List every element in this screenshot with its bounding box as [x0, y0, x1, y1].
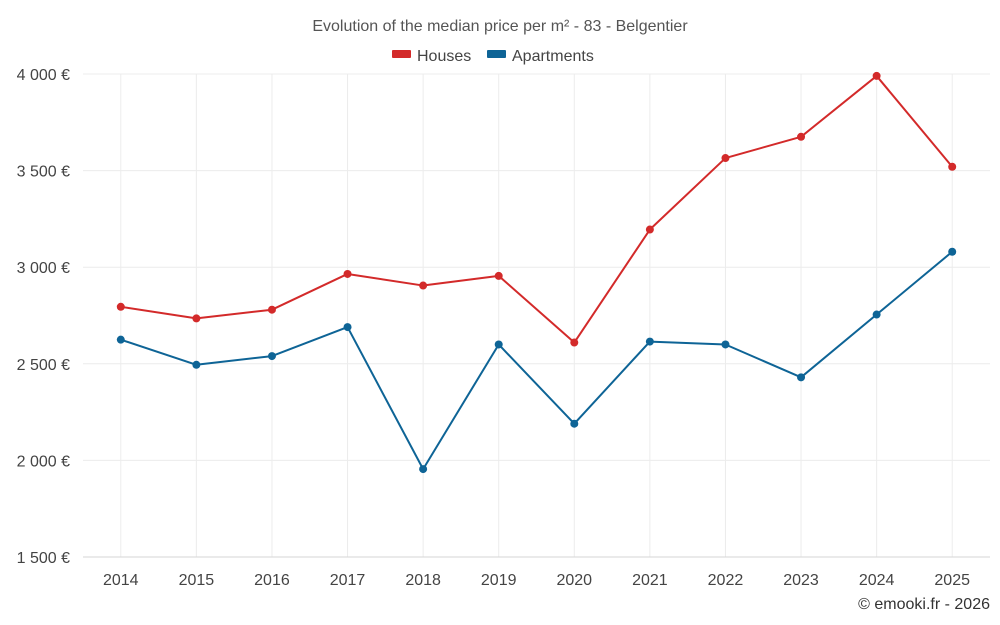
data-point-apartments-2016[interactable]	[267, 352, 276, 361]
data-point-houses-2017[interactable]	[343, 269, 352, 278]
x-gridlines	[120, 74, 953, 557]
data-point-apartments-2015[interactable]	[192, 360, 201, 369]
legend-label-houses: Houses	[417, 48, 471, 65]
x-tick-label-2023: 2023	[783, 572, 819, 589]
legend-item-apartments[interactable]: Apartments	[487, 48, 594, 65]
series-line-apartments	[120, 250, 953, 471]
x-tick-label-2014: 2014	[103, 572, 139, 589]
x-tick-label-2018: 2018	[405, 572, 441, 589]
x-tick-label-2025: 2025	[934, 572, 970, 589]
data-point-houses-2020[interactable]	[570, 338, 579, 347]
credit-text: © emooki.fr - 2026	[858, 596, 990, 613]
chart-title: Evolution of the median price per m² - 8…	[312, 18, 688, 35]
y-tick-label-2000: 2 000 €	[17, 453, 70, 470]
legend: Houses Apartments	[392, 48, 594, 65]
legend-label-apartments: Apartments	[512, 48, 594, 65]
data-point-apartments-2018[interactable]	[419, 465, 428, 474]
data-point-houses-2024[interactable]	[872, 71, 881, 80]
x-tick-label-2024: 2024	[859, 572, 895, 589]
data-point-houses-2021[interactable]	[645, 225, 654, 234]
y-tick-label-3000: 3 000 €	[17, 260, 70, 277]
x-tick-label-2016: 2016	[254, 572, 290, 589]
x-tick-label-2022: 2022	[708, 572, 744, 589]
data-point-houses-2016[interactable]	[267, 305, 276, 314]
data-point-houses-2015[interactable]	[192, 314, 201, 323]
x-tick-label-2020: 2020	[556, 572, 592, 589]
data-point-apartments-2023[interactable]	[797, 373, 806, 382]
data-point-houses-2019[interactable]	[494, 271, 503, 280]
y-tick-label-2500: 2 500 €	[17, 357, 70, 374]
series-apartments	[116, 247, 957, 474]
legend-swatch-apartments	[487, 50, 506, 58]
series-layer	[116, 71, 957, 474]
data-point-apartments-2017[interactable]	[343, 323, 352, 332]
y-gridlines	[83, 73, 990, 461]
data-point-apartments-2014[interactable]	[116, 335, 125, 344]
series-houses	[116, 71, 957, 347]
data-point-houses-2014[interactable]	[116, 302, 125, 311]
legend-item-houses[interactable]: Houses	[392, 48, 471, 65]
data-point-houses-2023[interactable]	[797, 132, 806, 141]
x-tick-label-2017: 2017	[330, 572, 366, 589]
data-point-apartments-2020[interactable]	[570, 419, 579, 428]
y-tick-label-4000: 4 000 €	[17, 67, 70, 84]
y-tick-label-3500: 3 500 €	[17, 164, 70, 181]
series-line-houses	[120, 74, 953, 344]
data-point-houses-2018[interactable]	[419, 281, 428, 290]
x-tick-label-2021: 2021	[632, 572, 668, 589]
data-point-apartments-2021[interactable]	[645, 337, 654, 346]
data-point-houses-2025[interactable]	[948, 162, 957, 171]
data-point-apartments-2019[interactable]	[494, 340, 503, 349]
data-point-houses-2022[interactable]	[721, 154, 730, 163]
x-tick-label-2015: 2015	[179, 572, 215, 589]
data-point-apartments-2022[interactable]	[721, 340, 730, 349]
y-tick-label-1500: 1 500 €	[17, 550, 70, 567]
data-point-apartments-2024[interactable]	[872, 310, 881, 319]
data-point-apartments-2025[interactable]	[948, 247, 957, 256]
legend-swatch-houses	[392, 50, 411, 58]
x-axis-ticks: 2014 2015 2016 2017 2018 2019 2020 2021 2022 2023…	[103, 572, 970, 589]
x-tick-label-2019: 2019	[481, 572, 517, 589]
y-axis-ticks: 1 500 € 2 000 € 2 500 € 3 000 € 3 500 € 4 000…	[17, 67, 70, 567]
